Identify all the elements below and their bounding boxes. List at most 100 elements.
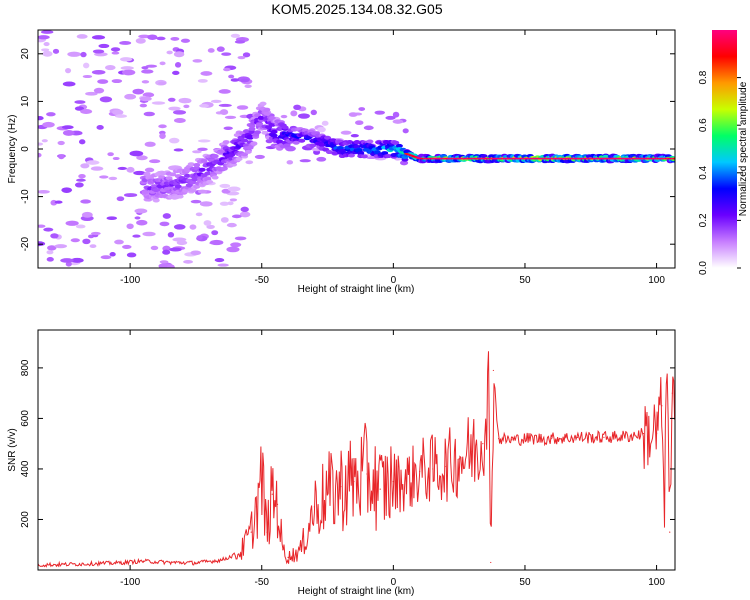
spectrogram-cell (80, 108, 93, 115)
spectrogram-ytick-label: 10 (20, 95, 31, 107)
spectrogram-cell (227, 201, 234, 206)
spectrogram-cell (38, 115, 44, 121)
snr-point (169, 561, 171, 564)
spectrogram-cell (197, 78, 208, 83)
spectrogram-cell (126, 166, 135, 173)
spectrogram-cell (158, 81, 167, 85)
spectrogram-cell (223, 67, 231, 72)
spectrogram-cell (111, 79, 123, 84)
spectrogram-cell (227, 186, 241, 192)
spectrogram-cell (38, 152, 42, 158)
snr-background (38, 330, 675, 570)
spectrogram-cell (183, 104, 190, 109)
snr-point (142, 560, 144, 562)
snr-xtick-label: -100 (120, 577, 140, 588)
spectrogram-cell (109, 252, 116, 257)
spectrogram-cell (151, 101, 166, 105)
spectrogram-cell (176, 240, 188, 246)
spectrogram-cell (309, 143, 317, 148)
spectrogram-cell (206, 179, 214, 184)
spectrogram-cell (299, 159, 311, 163)
spectrogram-cell (141, 80, 150, 84)
snr-point (642, 432, 645, 435)
spectrogram-cell (242, 52, 251, 58)
snr-point (366, 473, 368, 475)
spectrogram-ytick-label: -20 (20, 237, 31, 252)
spectrogram-cell (54, 244, 68, 249)
spectrogram-cell (385, 115, 396, 120)
spectrogram-cell (211, 154, 219, 159)
spectrogram-cell (90, 231, 101, 236)
spectrogram-cell (65, 220, 79, 226)
spectrogram-cell (214, 257, 225, 263)
spectrogram-cell (204, 171, 212, 176)
snr-point (405, 480, 408, 483)
snr-point (326, 493, 329, 495)
spectrogram-cell (183, 259, 194, 264)
spectrogram-cell (360, 154, 368, 159)
spectrogram-cell (219, 149, 227, 154)
spectrogram-cell (139, 96, 152, 102)
spectrogram-cell (318, 142, 326, 147)
spectrogram-cell (162, 249, 171, 255)
spectrogram-ytick-label: 20 (20, 48, 31, 60)
spectrogram-cell (240, 206, 249, 213)
spectrogram-cell (150, 245, 159, 251)
spectrogram-cell (80, 199, 92, 204)
spectrogram-cell (108, 176, 118, 181)
spectrogram-cell (169, 247, 182, 252)
colorbar-gradient (712, 30, 737, 268)
spectrogram-cell (190, 250, 202, 256)
snr-ytick-label: 800 (20, 359, 31, 376)
spectrogram-cell (395, 143, 403, 148)
spectrogram-cell (74, 100, 86, 104)
snr-point (669, 531, 671, 533)
colorbar-tick-label: 0.8 (698, 70, 709, 84)
snr-point (471, 450, 473, 452)
snr-point (287, 556, 289, 558)
spectrogram-cell (216, 46, 225, 52)
spectrogram-cell (192, 150, 202, 154)
snr-point (419, 470, 421, 473)
spectrogram-cell (290, 110, 298, 117)
spectrogram-cell (40, 30, 54, 34)
spectrogram-cell (62, 81, 76, 87)
spectrogram-cell (363, 125, 374, 131)
snr-point (250, 531, 252, 533)
spectrogram-cell (42, 121, 55, 128)
spectrogram-cell (297, 113, 310, 119)
spectrogram-cell (317, 126, 326, 133)
spectrogram-cell (384, 154, 392, 159)
spectrogram-cell (120, 66, 134, 70)
spectrogram-cell (61, 125, 74, 130)
spectrogram-cell (138, 34, 151, 39)
snr-xtick-label: 50 (519, 577, 531, 588)
spectrogram-cell (93, 87, 105, 94)
spectrogram-cell (293, 104, 302, 110)
spectrogram-cell (168, 137, 180, 144)
spectrogram-ytick-label: -10 (20, 189, 31, 204)
spectrogram-cell (206, 224, 215, 229)
spectrogram-cell (263, 107, 271, 112)
spectrogram-cell (207, 48, 215, 53)
spectrogram-cell (117, 166, 128, 171)
spectrogram-cell (173, 224, 186, 230)
spectrogram-cell (97, 79, 109, 84)
snr-ylabel: SNR (v/v) (7, 428, 18, 471)
snr-line (38, 351, 675, 568)
spectrogram-cell (144, 167, 155, 173)
spectrogram-cell (325, 150, 333, 155)
spectrogram-cell (46, 257, 54, 262)
spectrogram-cell (172, 70, 180, 76)
spectrogram-cell (197, 189, 208, 194)
spectrogram-cell (136, 219, 148, 226)
spectrogram-cell (61, 187, 73, 194)
colorbar-tick-label: 0.0 (698, 261, 709, 275)
spectrogram-cell (223, 126, 233, 130)
spectrogram-cell (355, 120, 364, 126)
spectrogram-cell (78, 139, 86, 145)
spectrogram-cell (99, 175, 109, 179)
spectrogram-cell (89, 244, 97, 249)
spectrogram-cell (226, 222, 237, 228)
spectrogram-cell (184, 173, 192, 178)
